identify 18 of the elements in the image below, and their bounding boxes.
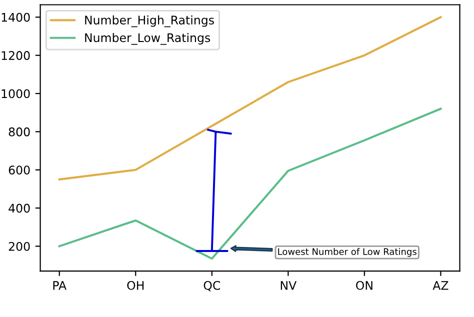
y-tick-label: 200: [8, 242, 30, 251]
line-series: [58, 108, 442, 260]
x-tick-label: NV: [280, 281, 297, 290]
annotation: Lowest Number of Low Ratings: [278, 248, 416, 257]
y-tick-label: 600: [8, 166, 30, 175]
legend-label: Number_Low_Ratings: [85, 33, 210, 45]
y-tick-label: 400: [8, 204, 30, 213]
line-series: [58, 16, 442, 180]
x-tick-label: PA: [53, 281, 66, 290]
x-tick-label: OH: [127, 280, 144, 290]
y-tick-label: 1200: [2, 51, 30, 60]
x-tick-label: AZ: [432, 281, 448, 290]
y-tick-label: 800: [8, 127, 30, 136]
y-tick-label: 1400: [2, 12, 30, 22]
y-tick-label: 1000: [2, 89, 30, 98]
x-tick-label: QC: [204, 280, 220, 292]
legend-label: Number_High_Ratings: [85, 15, 214, 28]
x-tick-label: ON: [356, 280, 372, 290]
